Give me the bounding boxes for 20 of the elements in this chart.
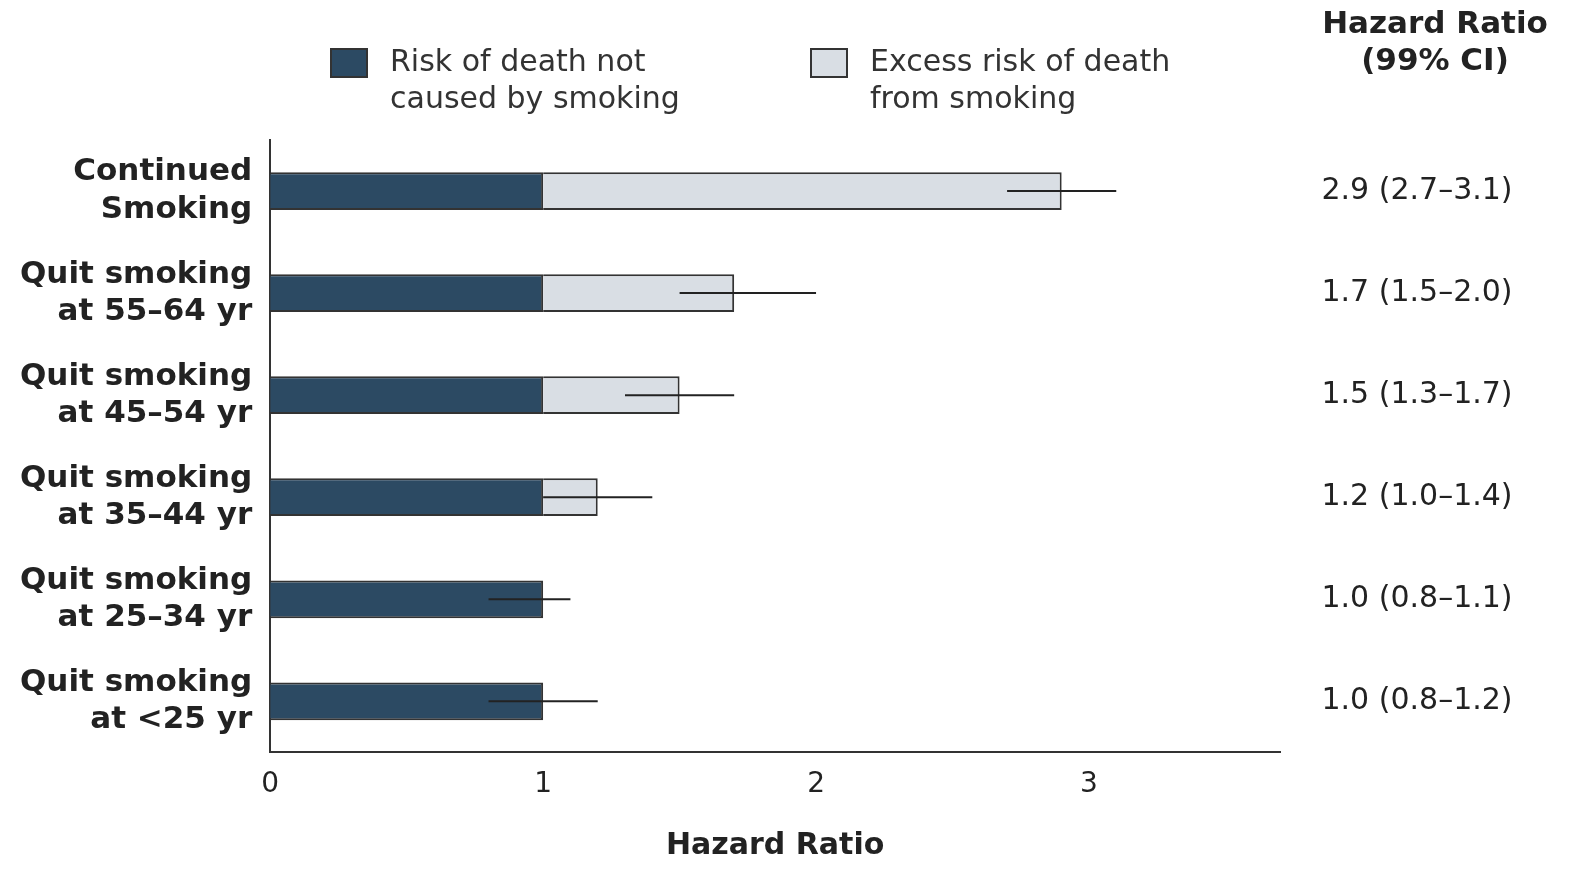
x-axis-title: Hazard Ratio <box>665 825 885 861</box>
y-tick-label: Quit smoking at 55–64 yr <box>19 253 253 327</box>
text: 1.2 (1.0–1.4) <box>1321 477 1513 513</box>
y-tick-label: Continued Smoking <box>73 151 253 225</box>
text: 1.0 (0.8–1.1) <box>1321 579 1513 615</box>
text: 1.7 (1.5–2.0) <box>1321 272 1513 308</box>
x-tick-label: 3 <box>1080 766 1098 800</box>
y-tick-label: Quit smoking at <25 yr <box>19 661 253 736</box>
legend-label: Excess risk of death from smoking <box>870 42 1172 116</box>
text: 2.9 (2.7–3.1) <box>1321 170 1513 206</box>
x-tick-label: 0 <box>261 766 280 800</box>
text: 1.0 (0.8–1.2) <box>1321 681 1513 717</box>
text: 1.5 (1.3–1.7) <box>1321 374 1513 410</box>
legend-label: Risk of death not caused by smoking <box>390 42 681 116</box>
text: Hazard Ratio (99% CI) <box>1321 4 1549 78</box>
y-tick-label: Quit smoking at 25–34 yr <box>19 559 253 633</box>
y-tick-label: Quit smoking at 45–54 yr <box>19 355 253 429</box>
y-tick-label: Quit smoking at 35–44 yr <box>19 457 253 531</box>
x-tick-label: 2 <box>807 766 825 800</box>
x-tick-label: 1 <box>534 766 553 800</box>
